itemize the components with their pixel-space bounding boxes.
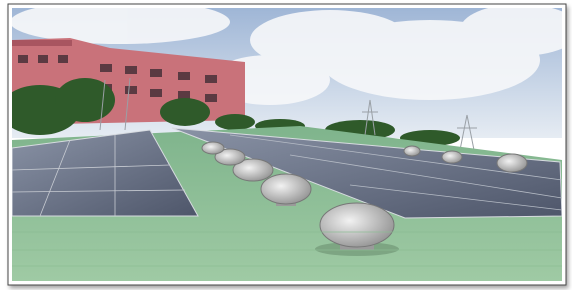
page (0, 0, 572, 290)
ventilator (442, 151, 462, 163)
ventilator (404, 146, 420, 156)
ventilator (202, 142, 224, 154)
photo-frame (0, 0, 572, 290)
ventilator (497, 154, 527, 172)
